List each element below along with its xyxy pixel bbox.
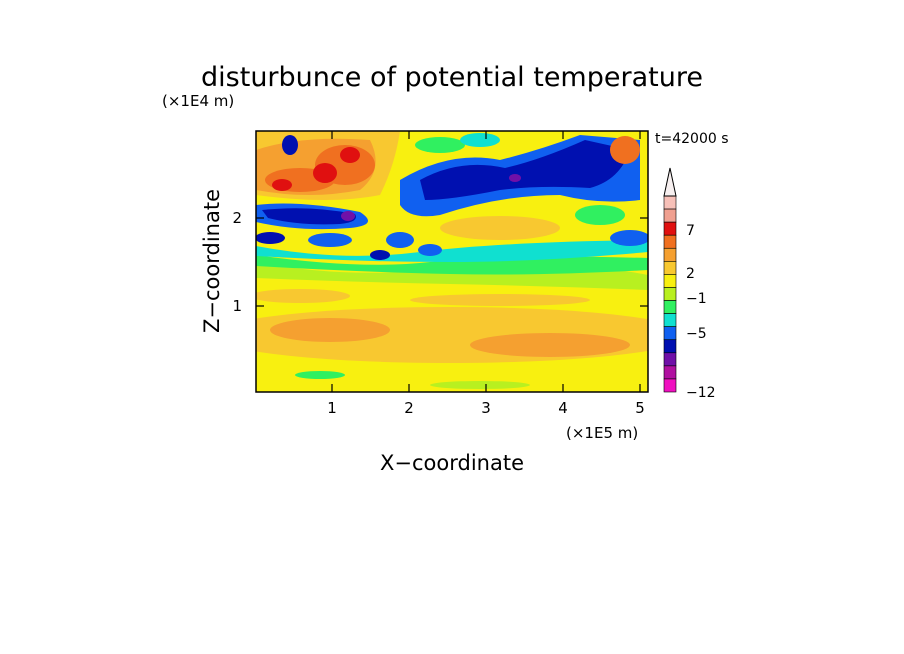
colorbar-swatch (663, 247, 677, 262)
colorbar-swatch (663, 221, 677, 236)
time-label: t=42000 s (655, 131, 729, 147)
colorbar-label: 2 (686, 266, 695, 282)
colorbar-label: −1 (686, 291, 707, 307)
colorbar-swatch (663, 326, 677, 341)
colorbar-swatch (663, 365, 677, 380)
colorbar-swatch (663, 261, 677, 275)
colorbar-arrow (663, 167, 677, 197)
colorbar-swatch (663, 234, 677, 249)
x-tick-label: 5 (635, 399, 645, 417)
colorbar-swatch (663, 274, 677, 288)
chart-title: disturbunce of potential temperature (201, 62, 703, 93)
y-axis-label: Z−coordinate (200, 189, 224, 333)
colorbar-swatch (663, 378, 677, 393)
x-axis-label: X−coordinate (380, 451, 524, 475)
y-unit-label: (×1E4 m) (162, 92, 234, 110)
x-unit-label: (×1E5 m) (566, 424, 638, 442)
colorbar-swatch (663, 313, 677, 327)
colorbar (663, 195, 677, 393)
x-tick-marks (256, 131, 648, 392)
x-tick-label: 2 (404, 399, 414, 417)
plot-frame (255, 130, 649, 393)
colorbar-swatch (663, 195, 677, 210)
colorbar-swatch (663, 352, 677, 367)
colorbar-swatch (663, 300, 677, 314)
colorbar-swatch (663, 339, 677, 354)
colorbar-label: −12 (686, 385, 716, 401)
x-tick-label: 1 (327, 399, 337, 417)
y-tick-label: 1 (232, 297, 242, 315)
colorbar-label: −5 (686, 326, 707, 342)
colorbar-swatch (663, 208, 677, 223)
colorbar-label: 7 (686, 223, 695, 239)
x-tick-label: 4 (558, 399, 568, 417)
x-tick-label: 3 (481, 399, 491, 417)
heatmap-field (256, 131, 648, 392)
y-tick-label: 2 (232, 209, 242, 227)
colorbar-swatch (663, 287, 677, 301)
